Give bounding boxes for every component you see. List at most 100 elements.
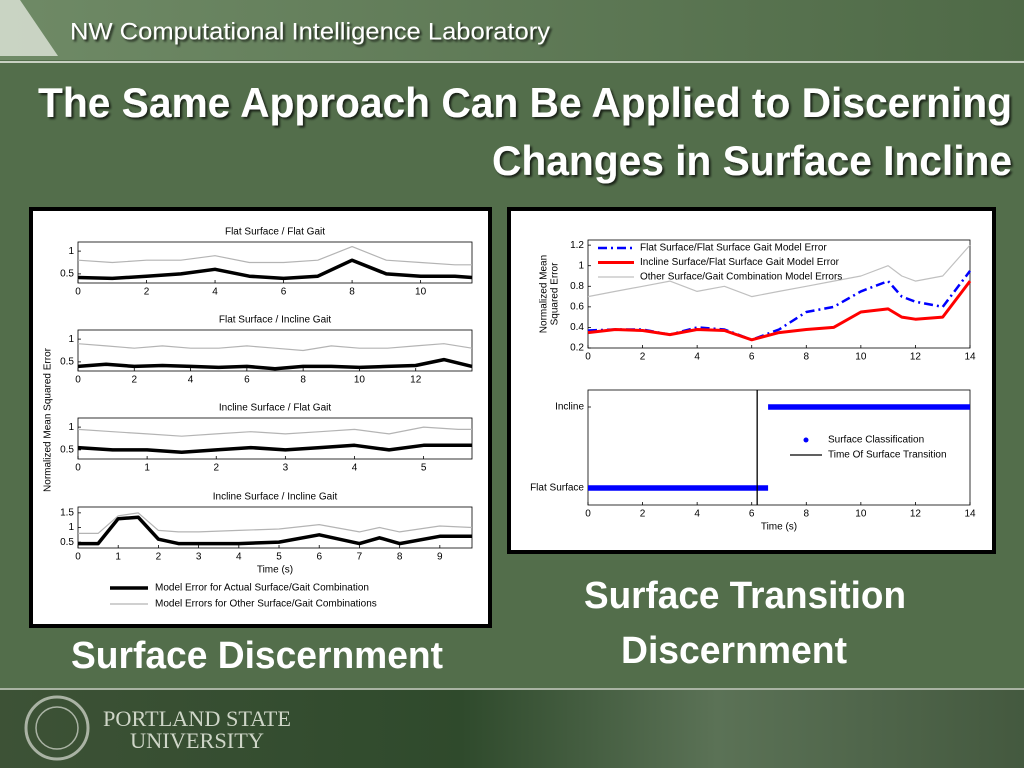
x-tick-label: 2 <box>213 463 219 474</box>
legend-label: Surface Classification <box>828 435 924 446</box>
legend-label: Model Errors for Other Surface/Gait Comb… <box>155 599 377 610</box>
legend-swatch <box>803 437 809 443</box>
x-tick-label: 2 <box>640 509 646 520</box>
header-accent <box>0 0 58 56</box>
x-tick-label: 10 <box>855 352 867 363</box>
x-tick-label: 12 <box>910 509 922 520</box>
x-tick-label: 12 <box>410 375 422 386</box>
y-tick-label: 0.8 <box>570 281 584 292</box>
y-tick-label: 1 <box>578 260 584 271</box>
x-tick-label: 6 <box>749 509 755 520</box>
x-tick-label: 0 <box>75 463 81 474</box>
seal <box>35 706 79 750</box>
x-tick-label: 0 <box>75 375 81 386</box>
x-tick-label: 1 <box>144 463 150 474</box>
legend-label: Incline Surface/Flat Surface Gait Model … <box>640 257 840 268</box>
x-tick-label: 12 <box>910 352 922 363</box>
x-tick-label: 4 <box>188 375 194 386</box>
x-tick-label: 8 <box>397 552 403 563</box>
caption: Surface Transition <box>584 575 906 617</box>
series-line <box>77 357 473 371</box>
x-axis-label: Time (s) <box>257 565 293 576</box>
y-tick-label: 1 <box>68 422 74 433</box>
x-tick-label: 2 <box>156 552 162 563</box>
x-tick-label: 4 <box>694 352 700 363</box>
x-tick-label: 9 <box>437 552 443 563</box>
series-line <box>77 443 472 454</box>
x-tick-label: 8 <box>804 509 810 520</box>
series-line <box>78 515 472 546</box>
series-line <box>587 270 971 342</box>
y-tick-label: 1.2 <box>570 240 584 251</box>
series-line <box>587 280 972 342</box>
series-line <box>587 244 971 298</box>
x-tick-label: 0 <box>585 509 591 520</box>
x-axis-label: Time (s) <box>761 522 797 533</box>
legend-label: Time Of Surface Transition <box>828 450 947 461</box>
caption: Surface Discernment <box>71 635 443 677</box>
footer-band <box>0 689 1024 768</box>
x-tick-label: 2 <box>144 287 150 298</box>
plot-title: Flat Surface / Flat Gait <box>225 227 325 238</box>
y-tick-label: 0.2 <box>570 343 584 354</box>
x-tick-label: 0 <box>75 552 81 563</box>
caption: Discernment <box>621 630 847 672</box>
x-tick-label: 8 <box>300 375 306 386</box>
y-tick-label: 1.5 <box>60 507 74 518</box>
y-tick-label: 0.5 <box>60 445 74 456</box>
y-tick-label: 0.5 <box>60 357 74 368</box>
slide-title: Changes in Surface Incline <box>492 137 1012 184</box>
series-line <box>78 512 473 534</box>
y-tick-label: 0.6 <box>570 301 584 312</box>
x-tick-label: 4 <box>236 552 242 563</box>
x-tick-label: 3 <box>196 552 202 563</box>
y-tick-label: 1 <box>68 334 74 345</box>
x-tick-label: 6 <box>281 287 287 298</box>
plot-title: Incline Surface / Incline Gait <box>213 492 338 503</box>
series-line <box>77 258 473 281</box>
x-tick-label: 14 <box>964 509 976 520</box>
x-tick-label: 2 <box>640 352 646 363</box>
university-name: UNIVERSITY <box>130 728 264 753</box>
x-tick-label: 10 <box>415 287 427 298</box>
y-tick-label: 0.5 <box>60 537 74 548</box>
x-tick-label: 4 <box>212 287 218 298</box>
x-tick-label: 14 <box>964 352 976 363</box>
x-tick-label: 4 <box>352 463 358 474</box>
series-line <box>77 343 473 352</box>
x-tick-label: 3 <box>283 463 289 474</box>
x-tick-label: 10 <box>354 375 366 386</box>
x-tick-label: 8 <box>804 352 810 363</box>
x-tick-label: 4 <box>694 509 700 520</box>
x-tick-label: 5 <box>421 463 427 474</box>
x-tick-label: 6 <box>244 375 250 386</box>
x-tick-label: 7 <box>357 552 363 563</box>
x-tick-label: 0 <box>75 287 81 298</box>
y-tick-label: Flat Surface <box>530 483 584 494</box>
x-tick-label: 5 <box>276 552 282 563</box>
header-band <box>0 0 1024 60</box>
series-line <box>77 426 472 437</box>
seal <box>24 695 90 761</box>
y-axis-label: Squared Error <box>550 262 561 325</box>
legend-label: Model Error for Actual Surface/Gait Comb… <box>155 583 369 594</box>
lab-name: NW Computational Intelligence Laboratory <box>70 18 550 45</box>
x-tick-label: 10 <box>855 509 867 520</box>
legend-label: Flat Surface/Flat Surface Gait Model Err… <box>640 243 827 254</box>
y-tick-label: 1 <box>68 522 74 533</box>
plot-title: Flat Surface / Incline Gait <box>219 315 331 326</box>
x-tick-label: 1 <box>115 552 121 563</box>
x-tick-label: 2 <box>132 375 138 386</box>
y-tick-label: 0.5 <box>60 269 74 280</box>
y-tick-label: Incline <box>555 402 584 413</box>
x-tick-label: 0 <box>585 352 591 363</box>
y-tick-label: 1 <box>68 246 74 257</box>
x-tick-label: 8 <box>349 287 355 298</box>
x-tick-label: 6 <box>749 352 755 363</box>
y-tick-label: 0.4 <box>570 322 584 333</box>
plot-title: Incline Surface / Flat Gait <box>219 403 331 414</box>
y-axis-label: Normalized Mean Squared Error <box>43 347 54 492</box>
series-line <box>77 246 472 266</box>
